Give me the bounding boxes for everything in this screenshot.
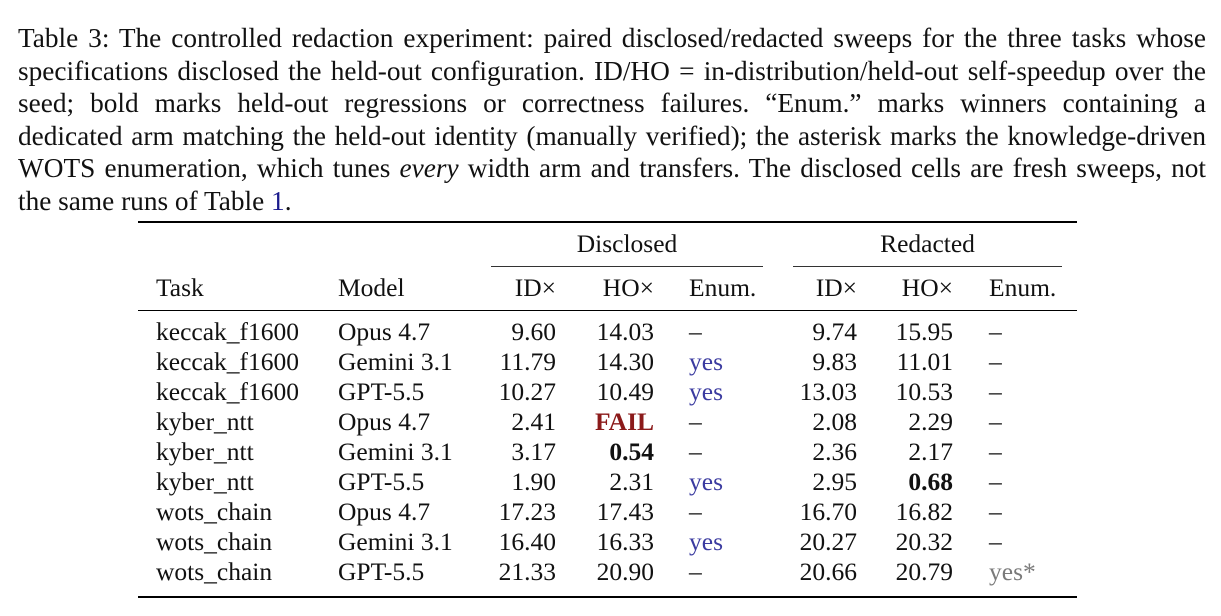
caption-text-2: width arm and transfers. The disclosed c… [18,153,1206,216]
cell-disclosed-id: 21.33 [498,557,556,586]
caption-text-end: . [284,185,292,216]
cell-task: kyber_ntt [156,407,254,436]
group-header-disclosed: Disclosed [576,229,678,258]
cell-model: Opus 4.7 [338,317,431,346]
cell-task: kyber_ntt [156,467,254,496]
cell-disclosed-id: 16.40 [498,527,556,556]
table-bottom-rule [138,596,1077,598]
cell-disclosed-ho: 0.54 [609,437,654,466]
cell-redacted-id: 2.95 [812,467,857,496]
cell-model: GPT-5.5 [338,467,425,496]
redacted-group-rule [793,266,1062,267]
cell-redacted-id: 9.83 [812,347,857,376]
cell-disclosed-id: 3.17 [511,437,556,466]
cell-model: Opus 4.7 [338,497,431,526]
cell-task: keccak_f1600 [156,317,300,346]
cell-model: GPT-5.5 [338,377,425,406]
cell-redacted-id: 13.03 [799,377,857,406]
cell-redacted-id: 9.74 [812,317,857,346]
cell-redacted-ho: 0.68 [908,467,953,496]
cell-task: keccak_f1600 [156,347,300,376]
cell-redacted-enum: – [989,437,1002,466]
cell-disclosed-enum: yes [689,467,723,496]
cell-redacted-enum: – [989,317,1002,346]
cell-disclosed-enum: – [689,407,702,436]
cell-disclosed-enum: – [689,437,702,466]
cell-redacted-enum: – [989,377,1002,406]
header-disclosed-id: ID× [514,273,556,302]
cell-task: kyber_ntt [156,437,254,466]
cell-redacted-ho: 2.29 [908,407,953,436]
header-disclosed-enum: Enum. [689,273,757,302]
header-task: Task [156,273,204,302]
cell-redacted-ho: 11.01 [896,347,953,376]
table-caption: Table 3: The controlled redaction experi… [18,22,1206,218]
cell-disclosed-id: 11.79 [499,347,556,376]
cell-disclosed-enum: yes [689,377,723,406]
cell-disclosed-enum: yes [689,347,723,376]
cell-redacted-ho: 16.82 [895,497,953,526]
cell-redacted-id: 16.70 [799,497,857,526]
cell-disclosed-ho: 20.90 [596,557,654,586]
disclosed-group-rule [491,266,763,267]
header-disclosed-ho: HO× [602,273,654,302]
cell-model: Gemini 3.1 [338,437,453,466]
header-redacted-ho: HO× [901,273,953,302]
cell-redacted-id: 20.66 [799,557,857,586]
cell-disclosed-ho: 10.49 [596,377,654,406]
cell-disclosed-id: 10.27 [498,377,556,406]
header-redacted-enum: Enum. [989,273,1057,302]
header-redacted-id: ID× [815,273,857,302]
cell-disclosed-enum: – [689,557,702,586]
table-top-rule [138,221,1077,223]
cell-disclosed-id: 2.41 [511,407,556,436]
cell-disclosed-ho: FAIL [594,407,654,436]
cell-task: wots_chain [156,497,273,526]
cell-disclosed-ho: 14.30 [596,347,654,376]
cell-disclosed-id: 9.60 [511,317,556,346]
cell-redacted-ho: 20.79 [895,557,953,586]
cell-disclosed-ho: 16.33 [596,527,654,556]
cell-disclosed-enum: – [689,497,702,526]
cell-model: Gemini 3.1 [338,347,453,376]
cell-redacted-id: 20.27 [799,527,857,556]
caption-emphasis: every [399,153,459,184]
cell-disclosed-ho: 17.43 [596,497,654,526]
cell-redacted-ho: 10.53 [895,377,953,406]
cell-redacted-enum: – [989,407,1002,436]
cell-task: wots_chain [156,527,273,556]
cell-disclosed-ho: 2.31 [609,467,654,496]
cell-disclosed-enum: – [689,317,702,346]
caption-text-1: Table 3: The controlled redaction experi… [18,23,1206,184]
header-model: Model [338,273,405,302]
cell-redacted-enum: yes* [989,557,1036,586]
cell-model: Gemini 3.1 [338,527,453,556]
group-header-redacted: Redacted [880,229,975,258]
cell-task: wots_chain [156,557,273,586]
cell-redacted-enum: – [989,467,1002,496]
cell-redacted-ho: 15.95 [895,317,953,346]
cell-redacted-enum: – [989,347,1002,376]
cell-model: GPT-5.5 [338,557,425,586]
cell-redacted-ho: 2.17 [908,437,953,466]
cell-disclosed-id: 17.23 [498,497,556,526]
cell-redacted-id: 2.08 [812,407,857,436]
cell-redacted-enum: – [989,527,1002,556]
cell-redacted-enum: – [989,497,1002,526]
cell-disclosed-enum: yes [689,527,723,556]
cell-model: Opus 4.7 [338,407,431,436]
cell-redacted-id: 2.36 [812,437,857,466]
cell-redacted-ho: 20.32 [895,527,953,556]
cell-disclosed-ho: 14.03 [596,317,654,346]
header-rule [138,310,1077,312]
cell-disclosed-id: 1.90 [511,467,556,496]
cell-task: keccak_f1600 [156,377,300,406]
table-ref-link[interactable]: 1 [271,185,285,216]
